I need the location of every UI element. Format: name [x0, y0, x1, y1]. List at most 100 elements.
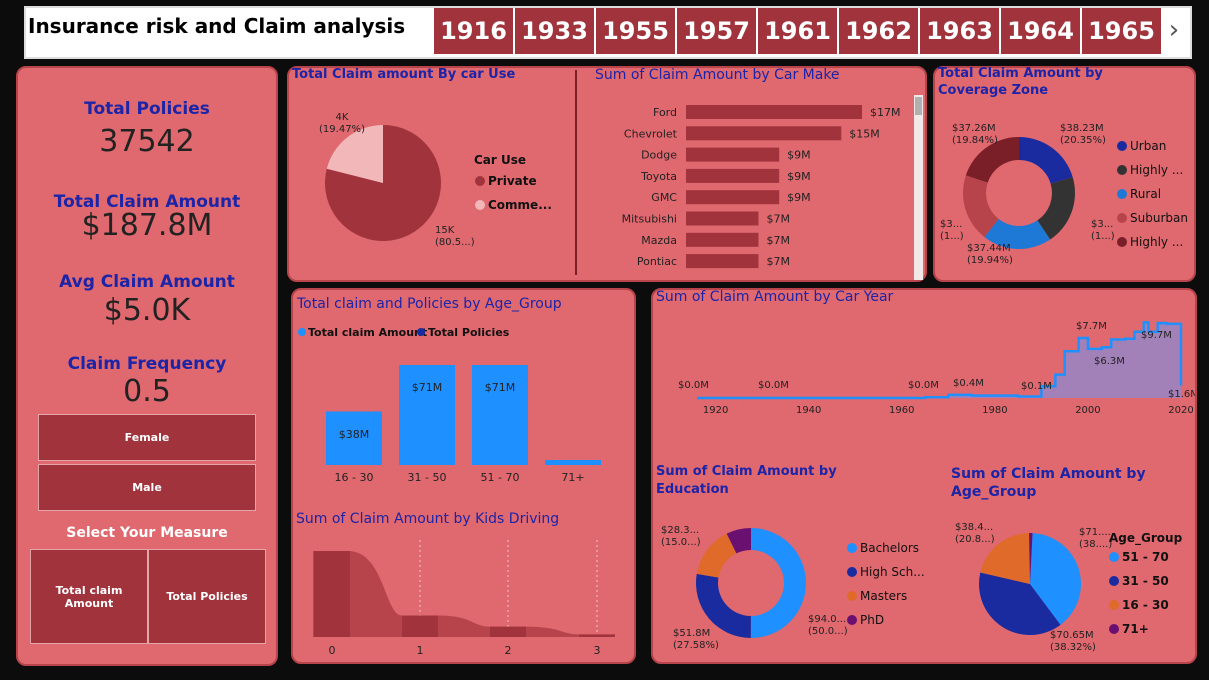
age-pie-data-label: (38.32%): [1050, 642, 1096, 653]
year-button-1933[interactable]: 1933: [515, 8, 594, 54]
car-make-bar-chart[interactable]: Ford $17M Chevrolet $15M Dodge $9M Toyota $9M GM…: [580, 94, 910, 274]
coverage-slice: [963, 175, 999, 238]
kids-driving-area-chart[interactable]: 0 1 2 3: [293, 530, 633, 660]
measure-total-policies-button[interactable]: Total Policies: [148, 549, 266, 644]
coverage-slice: [984, 218, 1051, 249]
age-bar-bar: [399, 365, 455, 465]
age-bar-legend-marker: [298, 328, 306, 336]
car-use-legend-label: Comme...: [488, 198, 552, 212]
car-use-pie[interactable]: 15K(80.5...) 4K(19.47%) Car Use Private Comm…: [292, 86, 572, 276]
coverage-legend-marker: [1117, 165, 1127, 175]
car-make-category-label: GMC: [651, 191, 677, 204]
coverage-donut[interactable]: $38.23M(20.35%)$3...(1...)$37.44M(19.94%…: [935, 110, 1195, 280]
car-year-tick-label: 1920: [703, 405, 728, 416]
coverage-legend-marker: [1117, 141, 1127, 151]
car-use-title: Total Claim amount By car Use: [292, 67, 516, 82]
edu-slice: [696, 573, 751, 638]
age-pie-legend-marker: [1109, 600, 1119, 610]
age-group-pie[interactable]: $71....(38....) $70.65M(38.32%) $38.4...(2…: [946, 505, 1194, 660]
car-year-data-label: $0.0M: [908, 380, 939, 391]
kids-tick-label: 3: [594, 644, 601, 657]
edu-legend-label: Masters: [860, 589, 907, 603]
edu-legend-marker: [847, 543, 857, 553]
car-use-legend-label: Private: [488, 174, 537, 188]
car-make-value-label: $9M: [787, 170, 811, 183]
car-make-value-label: $15M: [849, 127, 880, 140]
year-button-1957[interactable]: 1957: [677, 8, 756, 54]
age-bar-title: Total claim and Policies by Age_Group: [297, 296, 562, 312]
coverage-data-label: (20.35%): [1060, 135, 1106, 146]
car-year-tick-label: 2020: [1168, 405, 1193, 416]
kids-bar: [579, 634, 615, 637]
gender-male-button[interactable]: Male: [38, 464, 256, 511]
car-make-value-label: $9M: [787, 149, 811, 162]
car-make-scrollbar[interactable]: [914, 95, 923, 280]
edu-legend-marker: [847, 567, 857, 577]
year-button-1955[interactable]: 1955: [596, 8, 675, 54]
car-use-legend-marker: [475, 200, 485, 210]
year-button-1962[interactable]: 1962: [839, 8, 918, 54]
age-pie-legend-marker: [1109, 576, 1119, 586]
coverage-legend-marker: [1117, 237, 1127, 247]
coverage-data-label: $37.44M: [967, 243, 1011, 254]
car-make-bar: [686, 254, 759, 269]
coverage-data-label: $3...: [940, 219, 962, 230]
car-make-bar: [686, 168, 780, 183]
age-pie-title-line2: Age_Group: [951, 484, 1037, 500]
car-make-category-label: Toyota: [640, 170, 677, 183]
car-make-title: Sum of Claim Amount by Car Make: [595, 67, 840, 83]
age-bar-category-label: 71+: [561, 471, 584, 484]
edu-slice: [726, 528, 751, 554]
age-pie-data-label: $38.4...: [955, 522, 993, 533]
coverage-slice: [1019, 137, 1073, 184]
age-pie-data-label: $71....: [1079, 527, 1111, 538]
year-button-1965[interactable]: 1965: [1082, 8, 1161, 54]
year-button-1916[interactable]: 1916: [434, 8, 513, 54]
education-donut[interactable]: $94.0...(50.0...) $51.8M(27.58%) $28.3...(…: [653, 500, 943, 660]
age-pie-data-label: (38....): [1079, 539, 1112, 550]
coverage-slice: [965, 137, 1019, 183]
car-make-category-label: Pontiac: [637, 255, 677, 268]
kids-bar: [490, 626, 526, 637]
car-make-category-label: Ford: [653, 106, 677, 119]
car-make-value-label: $7M: [766, 255, 790, 268]
gender-female-button[interactable]: Female: [38, 414, 256, 461]
coverage-legend-label: Highly ...: [1130, 235, 1183, 249]
car-make-bar: [686, 211, 759, 226]
edu-data-label: $28.3...: [661, 525, 699, 536]
kids-tick-label: 1: [417, 644, 424, 657]
edu-legend-marker: [847, 591, 857, 601]
kids-bar: [402, 615, 438, 637]
coverage-legend-marker: [1117, 189, 1127, 199]
car-make-bar: [686, 105, 862, 119]
car-make-scroll-thumb[interactable]: [915, 97, 922, 115]
car-year-area-chart[interactable]: $0.0M $0.0M $0.0M $0.4M $0.1M $7.7M $6.3M $9.7M…: [653, 306, 1195, 418]
age-group-bar-chart[interactable]: Total claim Amount Total Policies $38M 16 -…: [293, 318, 633, 488]
car-use-legend-title: Car Use: [474, 153, 526, 167]
edu-data-label: (50.0...): [808, 626, 848, 637]
year-button-1961[interactable]: 1961: [758, 8, 837, 54]
age-bar-value-label: $71M: [412, 381, 443, 394]
coverage-data-label: (19.84%): [952, 135, 998, 146]
car-year-line: [697, 321, 1183, 400]
car-use-slice: [326, 125, 383, 183]
kids-area: [313, 551, 615, 637]
kids-bar: [314, 551, 350, 637]
kids-tick-label: 0: [329, 644, 336, 657]
year-next-icon[interactable]: ›: [1168, 15, 1180, 45]
coverage-legend-label: Suburban: [1130, 211, 1188, 225]
coverage-legend-label: Urban: [1130, 139, 1166, 153]
measure-total-claim-button[interactable]: Total claim Amount: [30, 549, 148, 644]
age-pie-slice: [979, 572, 1061, 635]
coverage-legend-label: Rural: [1130, 187, 1161, 201]
coverage-legend-marker: [1117, 213, 1127, 223]
car-year-tick-label: 1940: [796, 405, 821, 416]
edu-legend-marker: [847, 615, 857, 625]
year-button-1964[interactable]: 1964: [1001, 8, 1080, 54]
age-pie-legend-marker: [1109, 624, 1119, 634]
panel-divider: [575, 70, 577, 275]
car-year-data-label: $6.3M: [1094, 356, 1125, 367]
age-bar-category-label: 16 - 30: [335, 471, 374, 484]
year-button-1963[interactable]: 1963: [920, 8, 999, 54]
car-make-category-label: Chevrolet: [624, 127, 678, 140]
